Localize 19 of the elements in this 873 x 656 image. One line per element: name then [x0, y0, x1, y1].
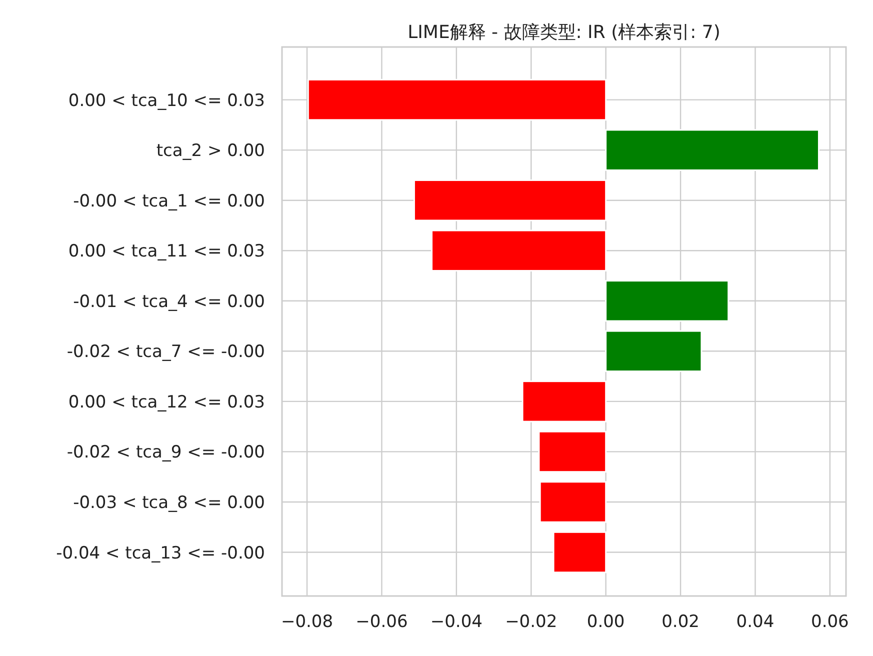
y-tick-label: 0.00 < tca_11 <= 0.03 [68, 242, 265, 262]
x-tick-label: −0.06 [356, 612, 408, 632]
x-tick-label: −0.02 [505, 612, 558, 632]
y-tick-label: -0.00 < tca_1 <= 0.00 [73, 191, 265, 212]
x-tick-label: 0.06 [811, 612, 849, 632]
x-tick-label: 0.04 [736, 612, 774, 632]
x-tick-label: −0.04 [430, 612, 482, 632]
y-tick-label: -0.02 < tca_9 <= -0.00 [66, 442, 265, 463]
x-tick-label: −0.08 [280, 612, 334, 632]
x-tick-label: 0.02 [662, 612, 700, 632]
y-tick-label: -0.02 < tca_7 <= -0.00 [66, 342, 265, 362]
y-tick-label: 0.00 < tca_10 <= 0.03 [68, 90, 265, 111]
x-tick-label: 0.00 [586, 612, 625, 632]
y-tick-label: tca_2 > 0.00 [156, 141, 265, 162]
y-tick-label: 0.00 < tca_12 <= 0.03 [68, 392, 265, 412]
chart-title: LIME解释 - 故障类型: IR (样本索引: 7) [408, 22, 720, 43]
y-tick-label: -0.01 < tca_4 <= 0.00 [73, 292, 265, 312]
y-tick-label: -0.03 < tca_8 <= 0.00 [73, 492, 265, 513]
y-tick-label: -0.04 < tca_13 <= -0.00 [56, 543, 265, 564]
